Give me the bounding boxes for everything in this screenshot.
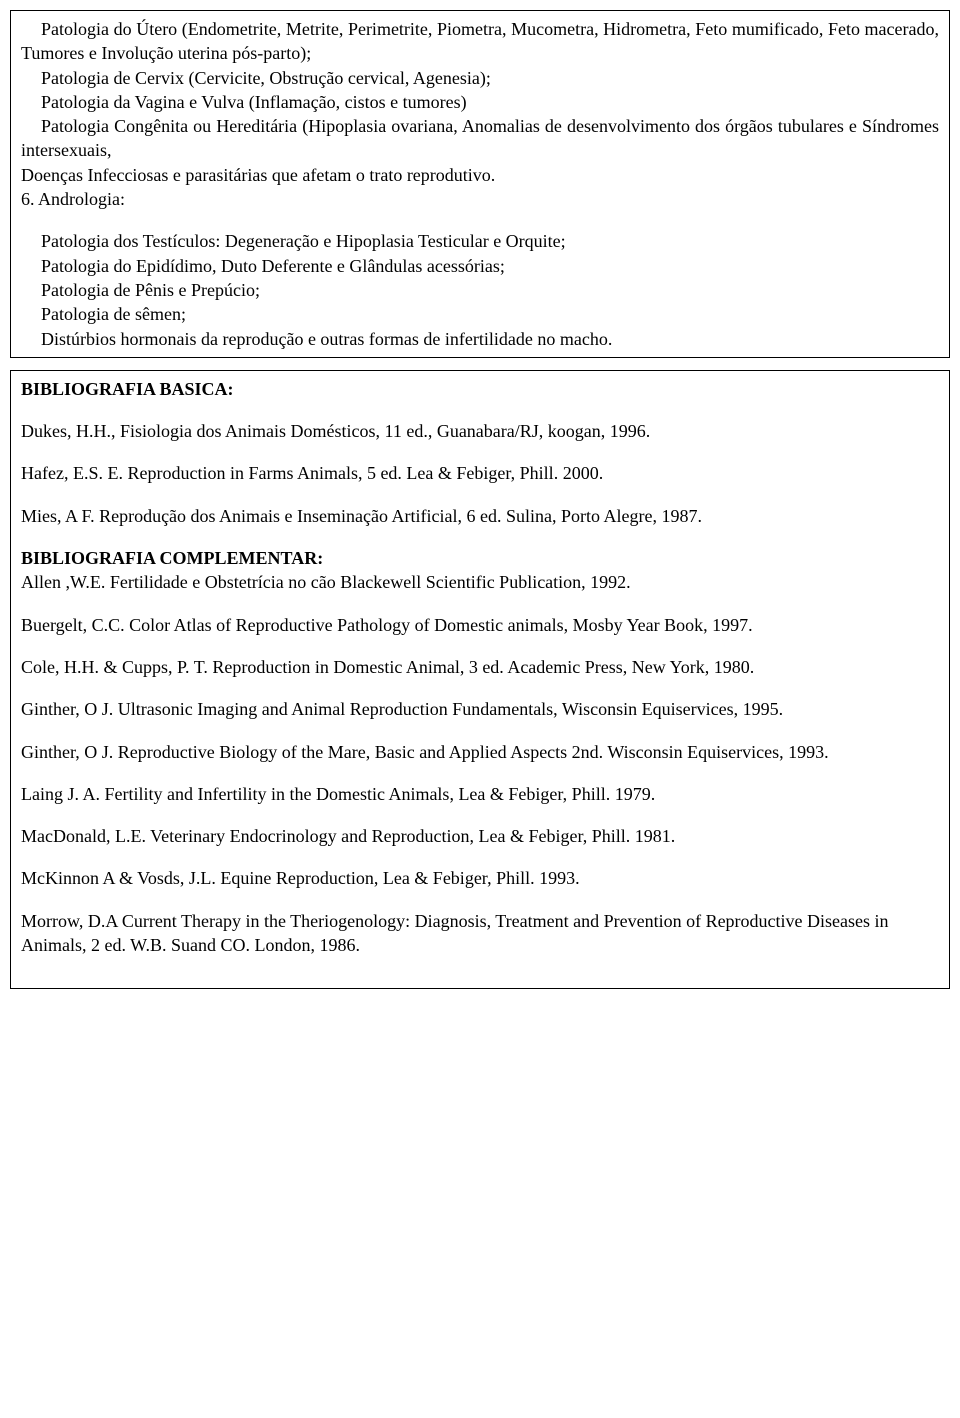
paragraph: Patologia de Cervix (Cervicite, Obstruçã… xyxy=(21,66,939,90)
list-item: Patologia dos Testículos: Degeneração e … xyxy=(21,229,939,253)
list-item: Patologia de Pênis e Prepúcio; xyxy=(21,278,939,302)
bib-entry: MacDonald, L.E. Veterinary Endocrinology… xyxy=(21,824,939,848)
paragraph: Patologia Congênita ou Hereditária (Hipo… xyxy=(21,114,939,163)
heading-basic: BIBLIOGRAFIA BASICA: xyxy=(21,377,939,401)
bib-entry: Allen ,W.E. Fertilidade e Obstetrícia no… xyxy=(21,570,939,594)
bib-entry: Laing J. A. Fertility and Infertility in… xyxy=(21,782,939,806)
paragraph: 6. Andrologia: xyxy=(21,187,939,211)
list-item: Patologia de sêmen; xyxy=(21,302,939,326)
bib-entry: Ginther, O J. Ultrasonic Imaging and Ani… xyxy=(21,697,939,721)
bib-entry: Hafez, E.S. E. Reproduction in Farms Ani… xyxy=(21,461,939,485)
bib-entry: Ginther, O J. Reproductive Biology of th… xyxy=(21,740,939,764)
bib-entry: Mies, A F. Reprodução dos Animais e Inse… xyxy=(21,504,939,528)
bib-entry: Cole, H.H. & Cupps, P. T. Reproduction i… xyxy=(21,655,939,679)
bib-entry: Buergelt, C.C. Color Atlas of Reproducti… xyxy=(21,613,939,637)
list-item: Patologia do Epidídimo, Duto Deferente e… xyxy=(21,254,939,278)
list-item: Distúrbios hormonais da reprodução e out… xyxy=(21,327,939,351)
heading-complementar: BIBLIOGRAFIA COMPLEMENTAR: xyxy=(21,546,939,570)
bib-entry: Morrow, D.A Current Therapy in the Theri… xyxy=(21,909,939,958)
content-box-1: Patologia do Útero (Endometrite, Metrite… xyxy=(10,10,950,358)
paragraph: Patologia da Vagina e Vulva (Inflamação,… xyxy=(21,90,939,114)
bib-entry: Dukes, H.H., Fisiologia dos Animais Domé… xyxy=(21,419,939,443)
paragraph: Patologia do Útero (Endometrite, Metrite… xyxy=(21,17,939,66)
paragraph: Doenças Infecciosas e parasitárias que a… xyxy=(21,163,939,187)
bibliography-box: BIBLIOGRAFIA BASICA: Dukes, H.H., Fisiol… xyxy=(10,370,950,989)
bib-entry: McKinnon A & Vosds, J.L. Equine Reproduc… xyxy=(21,866,939,890)
